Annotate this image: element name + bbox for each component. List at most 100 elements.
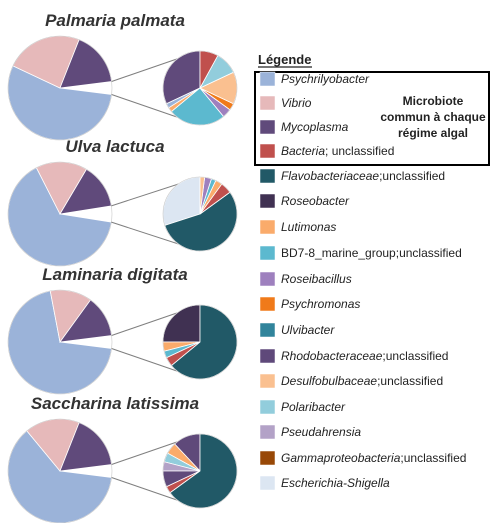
detail-pie-slice-roseo xyxy=(162,304,201,343)
legend-entry-flav: Flavobacteriaceae;unclassified xyxy=(259,168,445,184)
common-microbiota-box xyxy=(254,71,490,166)
legend-label: Desulfobulbaceae;unclassified xyxy=(281,374,443,388)
main-pie-outline xyxy=(7,289,113,395)
legend-label: Mycoplasma xyxy=(281,120,349,134)
legend-swatch xyxy=(259,450,276,466)
legend-label-part: Ulvibacter xyxy=(281,323,335,337)
common-note-line-3: régime algal xyxy=(398,126,468,140)
legend-label-part: Escherichia-Shigella xyxy=(281,476,390,490)
legend-entries: Psychrilyobacter Vibrio Mycoplasma Bacteria… xyxy=(259,71,466,491)
legend-label: Lutimonas xyxy=(281,220,336,234)
detail-pie xyxy=(162,50,238,126)
legend-label-part: BD7-8_marine_group;unclassified xyxy=(281,246,462,260)
legend-swatch xyxy=(259,475,276,491)
legend-label: Rhodobacteraceae;unclassified xyxy=(281,349,448,363)
legend-swatch xyxy=(259,399,276,415)
legend-entry-lut: Lutimonas xyxy=(259,219,336,235)
legend-entry-roseo: Roseobacter xyxy=(259,193,350,209)
legend-entry-desulfo: Desulfobulbaceae;unclassified xyxy=(259,373,443,389)
legend-label-part: ; unclassified xyxy=(325,144,394,158)
legend: Légende Microbiote commun à chaque régim… xyxy=(254,52,490,491)
legend-entry-psy: Psychrilyobacter xyxy=(259,71,370,87)
legend-label-part: Psychromonas xyxy=(281,297,360,311)
panel-title: Laminaria digitata xyxy=(42,265,187,284)
main-pie xyxy=(7,161,113,267)
legend-swatch xyxy=(259,373,276,389)
legend-label-part: Psychrilyobacter xyxy=(281,72,370,86)
legend-swatch xyxy=(259,271,276,287)
legend-label-part: Mycoplasma xyxy=(281,120,349,134)
legend-entry-bd7: BD7-8_marine_group;unclassified xyxy=(259,245,462,261)
common-note-line-1: Microbiote xyxy=(403,94,464,108)
legend-label: Gammaproteobacteria;unclassified xyxy=(281,451,466,465)
legend-label-part: Roseibacillus xyxy=(281,272,352,286)
legend-entry-bac: Bacteria; unclassified xyxy=(259,143,394,159)
legend-label: Roseobacter xyxy=(281,194,350,208)
legend-swatch xyxy=(259,296,276,312)
legend-label: Vibrio xyxy=(281,96,312,110)
legend-label: Polaribacter xyxy=(281,400,346,414)
legend-label-part: Bacteria xyxy=(281,144,325,158)
legend-label: Psychrilyobacter xyxy=(281,72,370,86)
legend-label-part: ;unclassified xyxy=(379,169,445,183)
legend-label: Pseudahrensia xyxy=(281,425,361,439)
main-pie xyxy=(7,289,113,395)
legend-entry-esch: Escherichia-Shigella xyxy=(259,475,390,491)
legend-swatch xyxy=(259,193,276,209)
legend-label-part: Lutimonas xyxy=(281,220,336,234)
legend-swatch xyxy=(259,219,276,235)
legend-label: Ulvibacter xyxy=(281,323,335,337)
detail-pie-outline xyxy=(162,433,238,509)
legend-entry-vib: Vibrio xyxy=(259,95,312,111)
legend-label-part: ;unclassified xyxy=(377,374,443,388)
main-pie-outline xyxy=(7,35,113,141)
legend-entry-psychro: Psychromonas xyxy=(259,296,360,312)
legend-label: Psychromonas xyxy=(281,297,360,311)
legend-label-part: Pseudahrensia xyxy=(281,425,361,439)
legend-label-part: Polaribacter xyxy=(281,400,346,414)
legend-label-part: Gammaproteobacteria xyxy=(281,451,401,465)
legend-swatch xyxy=(259,168,276,184)
panel-0: Palmaria palmata xyxy=(7,11,238,141)
legend-entry-rhodo: Rhodobacteraceae;unclassified xyxy=(259,348,448,364)
common-note-line-2: commun à chaque xyxy=(380,110,486,124)
legend-swatch xyxy=(259,322,276,338)
legend-swatch xyxy=(259,424,276,440)
legend-entry-ulv: Ulvibacter xyxy=(259,322,335,338)
legend-label: Roseibacillus xyxy=(281,272,352,286)
legend-swatch xyxy=(259,95,276,111)
main-pie-outline xyxy=(7,161,113,267)
panel-2: Laminaria digitata xyxy=(7,265,238,395)
detail-pie-outline xyxy=(162,176,238,252)
legend-label: Escherichia-Shigella xyxy=(281,476,390,490)
legend-swatch xyxy=(259,71,276,87)
legend-entry-roseib: Roseibacillus xyxy=(259,271,352,287)
legend-label-part: Desulfobulbaceae xyxy=(281,374,377,388)
legend-label-part: ;unclassified xyxy=(400,451,466,465)
panel-title: Ulva lactuca xyxy=(65,137,164,156)
detail-pie xyxy=(162,433,238,509)
legend-swatch xyxy=(259,348,276,364)
panel-title: Palmaria palmata xyxy=(45,11,185,30)
legend-label-part: ;unclassified xyxy=(382,349,448,363)
detail-pie xyxy=(162,176,238,252)
main-pie xyxy=(7,418,113,524)
legend-label-part: Rhodobacteraceae xyxy=(281,349,383,363)
detail-pie-outline xyxy=(162,304,238,380)
legend-entry-gamma: Gammaproteobacteria;unclassified xyxy=(259,450,466,466)
legend-label-part: Roseobacter xyxy=(281,194,350,208)
panel-title: Saccharina latissima xyxy=(31,394,199,413)
legend-title: Légende xyxy=(258,52,311,67)
legend-entry-pseudah: Pseudahrensia xyxy=(259,424,361,440)
legend-label: BD7-8_marine_group;unclassified xyxy=(281,246,462,260)
detail-pie-outline xyxy=(162,50,238,126)
main-pie xyxy=(7,35,113,141)
panel-3: Saccharina latissima xyxy=(7,394,238,524)
legend-entry-polari: Polaribacter xyxy=(259,399,346,415)
detail-pie xyxy=(162,304,238,380)
legend-label-part: Flavobacteriaceae xyxy=(281,169,379,183)
pie-panels: Palmaria palmata Ulva lactuca Laminaria di… xyxy=(7,11,238,524)
legend-swatch xyxy=(259,245,276,261)
